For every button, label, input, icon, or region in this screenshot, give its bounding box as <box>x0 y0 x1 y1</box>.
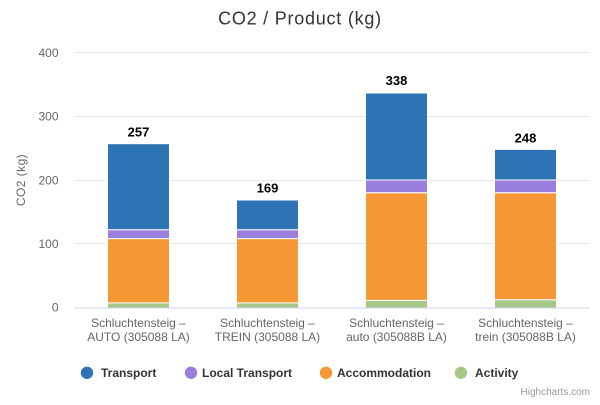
svg-text:Highcharts.com: Highcharts.com <box>521 387 590 398</box>
svg-text:AUTO (305088 LA): AUTO (305088 LA) <box>87 330 190 344</box>
svg-text:200: 200 <box>38 174 58 188</box>
svg-text:Schluchtensteig –: Schluchtensteig – <box>220 316 315 330</box>
svg-text:100: 100 <box>38 237 58 251</box>
svg-text:169: 169 <box>257 181 279 196</box>
svg-text:Transport: Transport <box>101 366 156 380</box>
svg-text:400: 400 <box>38 46 58 60</box>
svg-text:auto (305088B LA): auto (305088B LA) <box>346 330 447 344</box>
svg-text:248: 248 <box>515 130 537 145</box>
svg-text:Schluchtensteig –: Schluchtensteig – <box>91 316 186 330</box>
svg-text:trein (305088B LA): trein (305088B LA) <box>475 330 576 344</box>
svg-text:TREIN (305088 LA): TREIN (305088 LA) <box>215 330 320 344</box>
svg-text:Activity: Activity <box>475 366 519 380</box>
svg-text:Schluchtensteig –: Schluchtensteig – <box>349 316 444 330</box>
svg-text:338: 338 <box>386 73 408 88</box>
svg-text:CO2 (kg): CO2 (kg) <box>14 154 28 206</box>
svg-text:300: 300 <box>38 110 58 124</box>
svg-text:0: 0 <box>52 301 59 315</box>
svg-text:Schluchtensteig –: Schluchtensteig – <box>478 316 573 330</box>
svg-text:CO2 / Product (kg): CO2 / Product (kg) <box>218 9 382 29</box>
svg-text:Accommodation: Accommodation <box>337 366 431 380</box>
svg-text:257: 257 <box>128 125 150 140</box>
svg-text:Local Transport: Local Transport <box>202 366 292 380</box>
